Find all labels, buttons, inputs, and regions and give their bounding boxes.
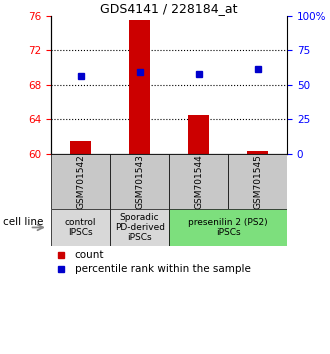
Bar — [110, 209, 169, 246]
Bar — [110, 154, 169, 209]
Text: GSM701545: GSM701545 — [253, 154, 262, 209]
Text: control
IPSCs: control IPSCs — [65, 218, 96, 237]
Bar — [247, 152, 268, 154]
Bar — [228, 154, 287, 209]
Text: percentile rank within the sample: percentile rank within the sample — [75, 264, 250, 274]
Text: cell line: cell line — [3, 217, 44, 227]
Bar — [51, 209, 110, 246]
Text: GSM701542: GSM701542 — [76, 154, 85, 209]
Text: count: count — [75, 250, 104, 260]
Bar — [169, 209, 287, 246]
Text: GSM701544: GSM701544 — [194, 154, 203, 209]
Text: presenilin 2 (PS2)
iPSCs: presenilin 2 (PS2) iPSCs — [188, 218, 268, 237]
Text: Sporadic
PD-derived
iPSCs: Sporadic PD-derived iPSCs — [115, 212, 165, 242]
Title: GDS4141 / 228184_at: GDS4141 / 228184_at — [100, 2, 238, 15]
Bar — [70, 141, 91, 154]
Bar — [51, 154, 110, 209]
Text: GSM701543: GSM701543 — [135, 154, 144, 209]
Bar — [169, 154, 228, 209]
Bar — [129, 20, 150, 154]
Bar — [188, 115, 209, 154]
